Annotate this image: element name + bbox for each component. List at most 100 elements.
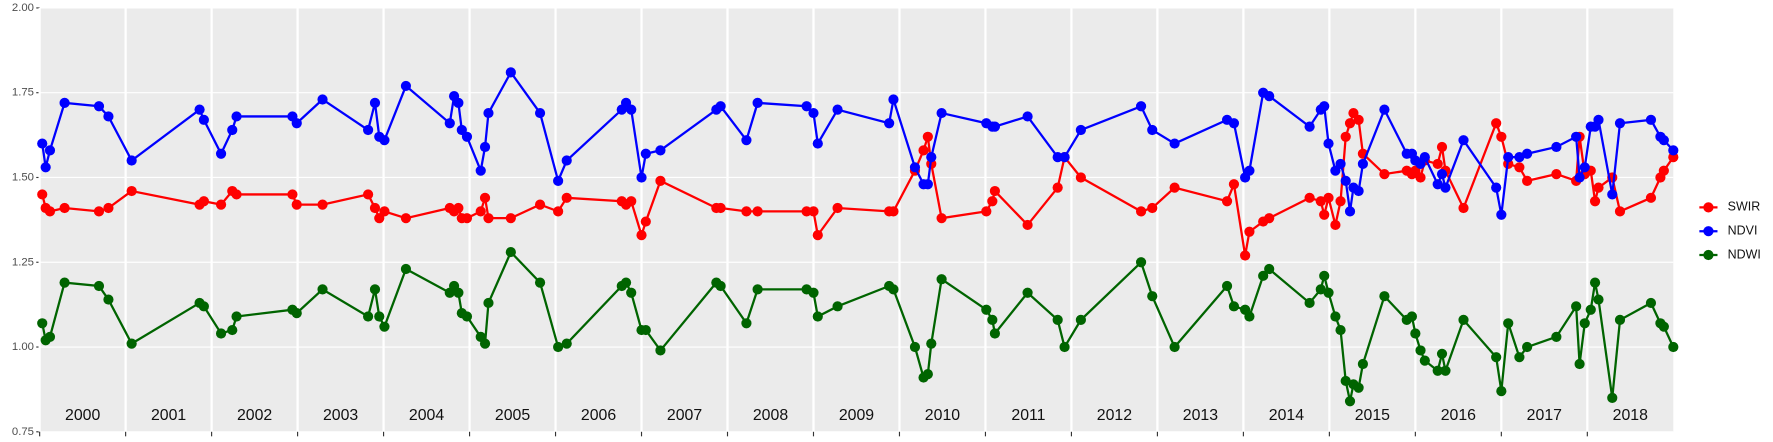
data-point bbox=[479, 192, 491, 203]
data-point bbox=[287, 189, 298, 200]
data-point bbox=[194, 104, 205, 115]
data-point bbox=[1574, 172, 1585, 183]
data-point bbox=[1379, 291, 1390, 302]
data-point bbox=[981, 206, 992, 217]
data-point bbox=[1244, 165, 1255, 176]
legend-key bbox=[1703, 226, 1714, 237]
data-point bbox=[808, 107, 819, 119]
data-point bbox=[1319, 101, 1330, 112]
data-point bbox=[832, 202, 843, 214]
data-point bbox=[1059, 341, 1070, 353]
data-point bbox=[1169, 341, 1180, 353]
data-point bbox=[922, 369, 933, 380]
data-point bbox=[369, 202, 381, 214]
data-point bbox=[832, 301, 843, 312]
data-point bbox=[400, 213, 412, 224]
data-point bbox=[1344, 206, 1356, 217]
data-point bbox=[1645, 192, 1657, 203]
data-point bbox=[1607, 189, 1618, 200]
data-point bbox=[1059, 152, 1070, 163]
data-point bbox=[93, 206, 105, 217]
data-point bbox=[59, 277, 70, 288]
data-point bbox=[1304, 297, 1315, 309]
data-point bbox=[936, 274, 947, 285]
data-point bbox=[626, 196, 637, 207]
data-point bbox=[1075, 172, 1086, 183]
data-point bbox=[926, 338, 937, 349]
data-point bbox=[752, 206, 763, 217]
data-point bbox=[936, 107, 947, 119]
data-point bbox=[715, 101, 726, 112]
data-point bbox=[989, 328, 1001, 339]
data-point bbox=[198, 196, 209, 207]
data-point bbox=[1221, 280, 1233, 292]
data-point bbox=[1419, 152, 1430, 163]
data-point bbox=[534, 277, 546, 288]
data-point bbox=[655, 175, 666, 186]
data-point bbox=[626, 287, 637, 298]
data-point bbox=[1436, 168, 1448, 180]
data-point bbox=[369, 284, 381, 295]
data-point bbox=[1135, 101, 1147, 112]
legend-label: NDWI bbox=[1728, 247, 1761, 261]
data-point bbox=[655, 345, 666, 356]
data-point bbox=[227, 324, 238, 336]
data-point bbox=[379, 135, 390, 146]
data-point bbox=[1335, 196, 1346, 207]
x-tick-label: 2005 bbox=[495, 407, 530, 424]
y-tick-label: 2.00 bbox=[12, 2, 34, 14]
data-point bbox=[215, 328, 227, 339]
data-point bbox=[1264, 213, 1275, 224]
data-point bbox=[1491, 118, 1502, 129]
data-point bbox=[922, 131, 933, 142]
data-point bbox=[126, 185, 137, 197]
data-point bbox=[1315, 284, 1326, 295]
data-point bbox=[1022, 111, 1033, 122]
data-point bbox=[1258, 270, 1269, 281]
data-point bbox=[888, 284, 899, 295]
data-point bbox=[1169, 138, 1180, 149]
data-point bbox=[812, 311, 823, 322]
data-point bbox=[227, 124, 238, 136]
data-point bbox=[741, 318, 752, 329]
data-point bbox=[801, 101, 812, 112]
data-point bbox=[1344, 396, 1356, 407]
data-point bbox=[1022, 219, 1033, 231]
data-point bbox=[1579, 318, 1590, 329]
data-point bbox=[1169, 182, 1180, 193]
x-tick-label: 2018 bbox=[1613, 407, 1648, 424]
data-point bbox=[379, 206, 390, 217]
data-point bbox=[1514, 152, 1525, 163]
panel bbox=[39, 7, 1674, 432]
data-point bbox=[1135, 257, 1147, 268]
data-point bbox=[1340, 131, 1351, 142]
data-point bbox=[1147, 202, 1158, 214]
y-tick-label: 1.25 bbox=[12, 256, 34, 268]
data-point bbox=[291, 199, 302, 210]
data-point bbox=[1221, 196, 1233, 207]
data-point bbox=[44, 331, 56, 342]
data-point bbox=[1593, 294, 1604, 305]
data-point bbox=[715, 202, 726, 214]
data-point bbox=[1304, 121, 1315, 132]
data-point bbox=[483, 213, 494, 224]
data-point bbox=[1491, 352, 1502, 363]
data-point bbox=[1419, 355, 1430, 366]
data-point bbox=[1228, 301, 1240, 312]
data-point bbox=[741, 135, 752, 146]
data-point bbox=[1614, 314, 1626, 325]
data-point bbox=[317, 284, 328, 295]
data-point bbox=[1522, 341, 1533, 353]
data-point bbox=[1589, 196, 1601, 207]
data-point bbox=[379, 321, 390, 332]
data-point bbox=[534, 107, 546, 119]
data-point bbox=[1436, 348, 1448, 359]
data-point bbox=[1574, 358, 1585, 370]
x-tick-label: 2008 bbox=[753, 407, 788, 424]
data-point bbox=[1406, 311, 1418, 322]
data-point bbox=[636, 172, 647, 183]
data-point bbox=[987, 196, 998, 207]
data-point bbox=[640, 148, 651, 159]
data-point bbox=[1658, 321, 1669, 332]
